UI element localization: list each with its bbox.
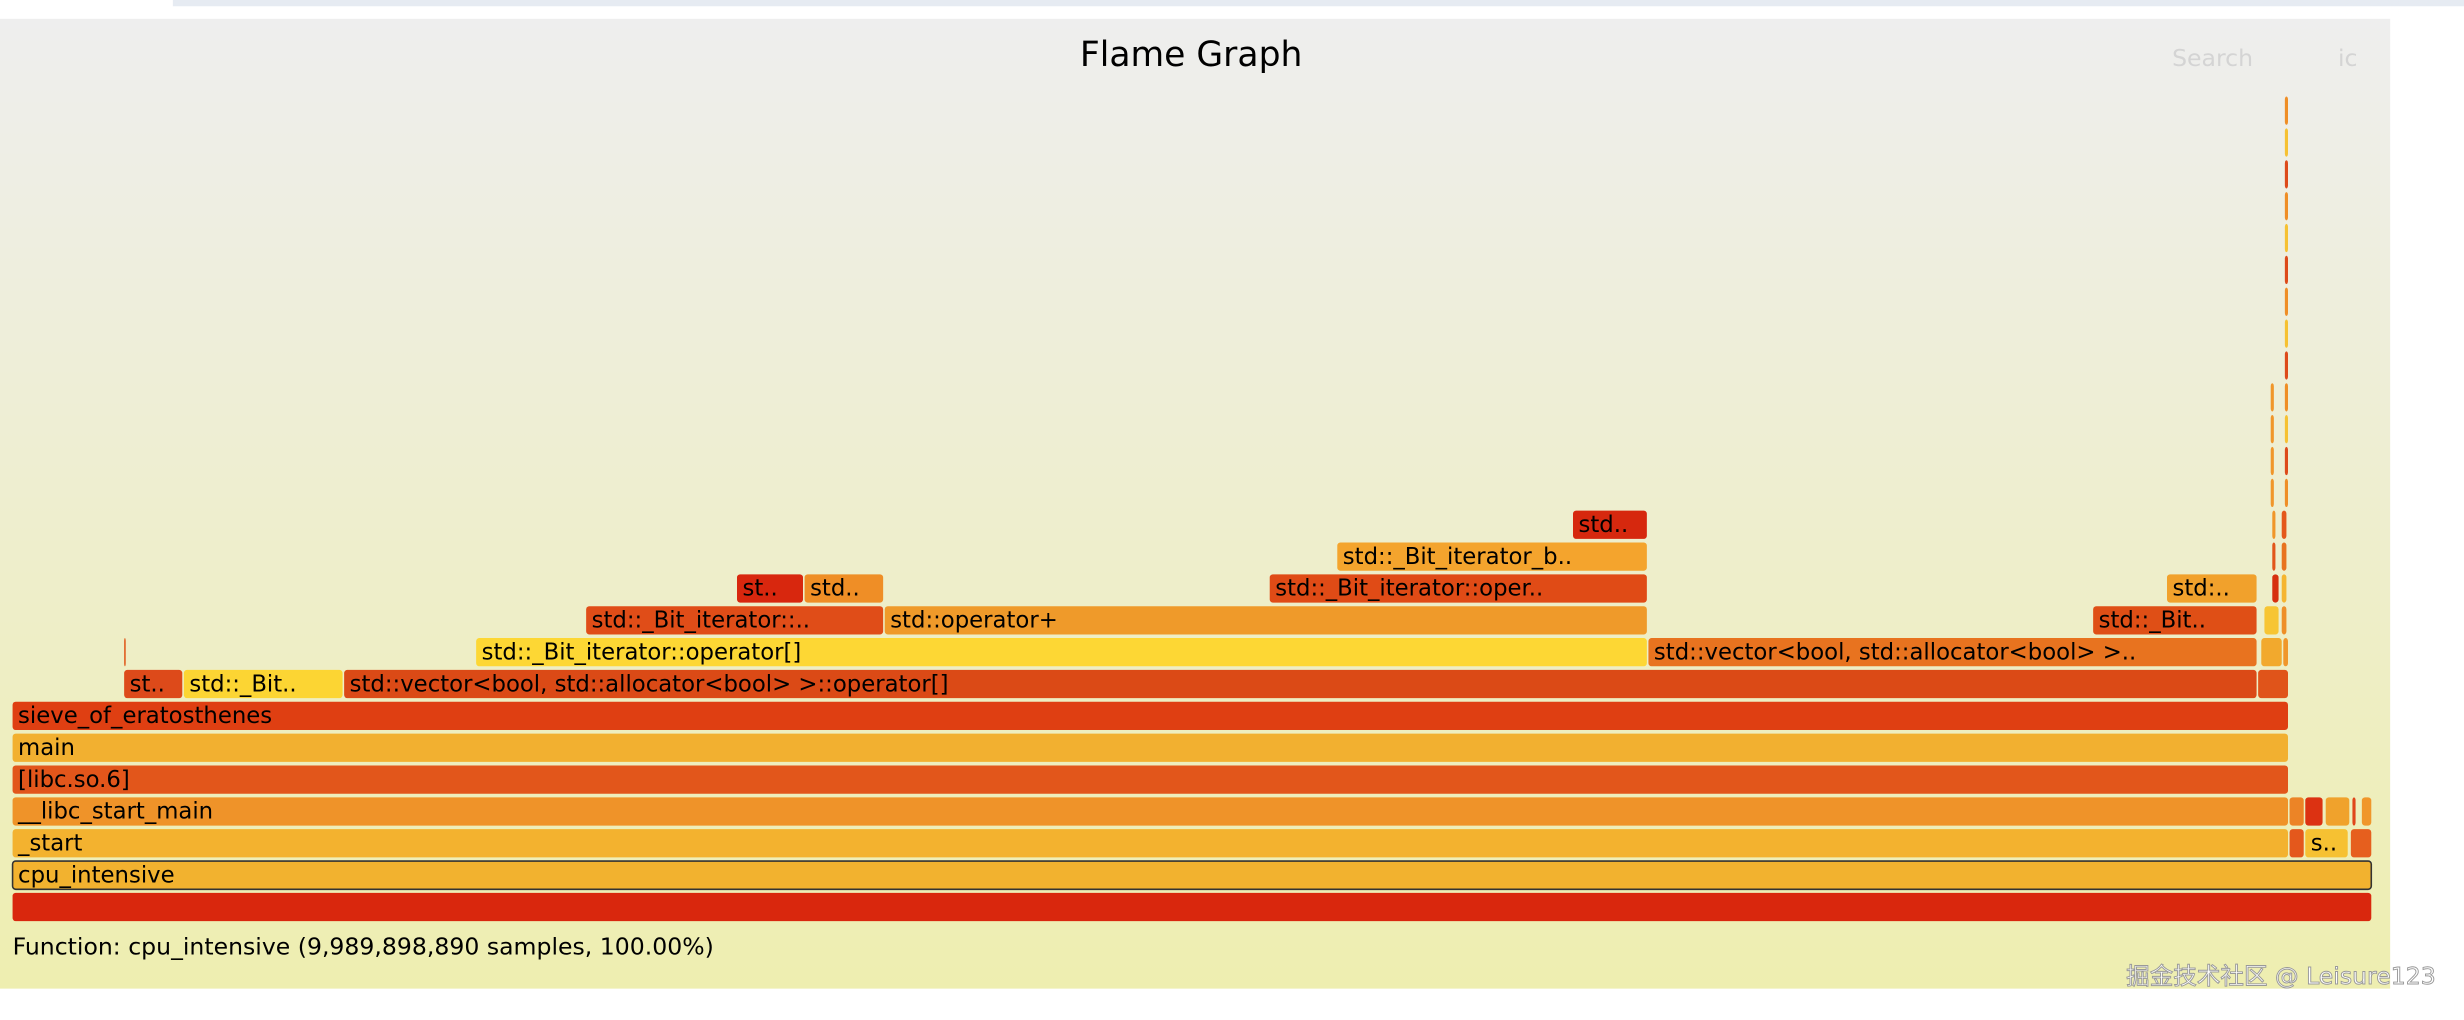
top-bar bbox=[172, 0, 2464, 7]
frame[interactable] bbox=[586, 606, 884, 635]
frame[interactable] bbox=[344, 669, 2257, 699]
frame-label: cpu_intensive bbox=[18, 862, 175, 888]
frame-label: [libc.so.6] bbox=[18, 767, 130, 793]
frame[interactable] bbox=[12, 701, 2288, 731]
frame-label: st.. bbox=[130, 671, 165, 697]
frame[interactable] bbox=[884, 606, 1647, 635]
frame[interactable] bbox=[2289, 829, 2304, 858]
frame[interactable] bbox=[737, 574, 803, 603]
frame[interactable] bbox=[2284, 319, 2288, 348]
frame[interactable] bbox=[2264, 606, 2279, 635]
frame[interactable] bbox=[2272, 542, 2276, 571]
frame-label: sieve_of_eratosthenes bbox=[18, 703, 272, 729]
search-button[interactable]: Search bbox=[2172, 44, 2253, 72]
frame-label: main bbox=[18, 735, 75, 761]
frame[interactable] bbox=[2281, 606, 2287, 635]
frame[interactable] bbox=[2270, 446, 2274, 476]
frame-label: std:.. bbox=[2173, 576, 2230, 602]
frame[interactable] bbox=[1337, 542, 1647, 571]
ignore-case-button[interactable]: ic bbox=[2338, 44, 2358, 72]
frame[interactable] bbox=[2270, 478, 2274, 508]
frame[interactable] bbox=[1269, 574, 1647, 603]
frame-label: st.. bbox=[743, 576, 778, 602]
frame[interactable] bbox=[2284, 383, 2288, 412]
frame[interactable] bbox=[124, 669, 183, 699]
frame-label: std::vector<bool, std::allocator<bool> >… bbox=[350, 671, 949, 697]
frame[interactable] bbox=[12, 829, 2288, 858]
frame[interactable] bbox=[2289, 797, 2304, 826]
frame-label: std::_Bit_iterator_b.. bbox=[1343, 544, 1572, 570]
frame[interactable] bbox=[2325, 797, 2350, 826]
graph-bg bbox=[0, 18, 2391, 989]
frame[interactable] bbox=[2281, 574, 2287, 603]
frame-label: std::_Bit_iterator::oper.. bbox=[1275, 576, 1543, 602]
frame[interactable] bbox=[2305, 829, 2348, 858]
frame[interactable] bbox=[2284, 255, 2288, 285]
frame[interactable] bbox=[2352, 797, 2356, 826]
frame[interactable] bbox=[2350, 829, 2372, 858]
frame[interactable] bbox=[12, 797, 2288, 826]
frame[interactable] bbox=[2284, 223, 2288, 253]
frame-label: std::vector<bool, std::allocator<bool> >… bbox=[1654, 639, 2136, 665]
frame[interactable] bbox=[2270, 383, 2274, 412]
frame[interactable] bbox=[2284, 415, 2288, 444]
frame[interactable] bbox=[2284, 160, 2288, 189]
frame[interactable] bbox=[2284, 96, 2288, 125]
frame[interactable] bbox=[2284, 287, 2288, 316]
frame[interactable] bbox=[2284, 192, 2288, 221]
frame[interactable] bbox=[12, 765, 2288, 794]
frame[interactable] bbox=[2272, 574, 2279, 603]
frame[interactable] bbox=[2281, 542, 2287, 571]
frame[interactable] bbox=[11, 860, 2373, 891]
frame[interactable] bbox=[2283, 638, 2288, 667]
frame[interactable] bbox=[804, 574, 884, 603]
frame-label: std::_Bit_iterator::.. bbox=[592, 608, 810, 634]
frame-label: _start bbox=[17, 831, 82, 857]
frame[interactable] bbox=[2258, 669, 2288, 699]
frame[interactable] bbox=[1648, 638, 2257, 667]
frame[interactable] bbox=[2284, 128, 2288, 157]
frame[interactable] bbox=[2284, 446, 2288, 476]
frame[interactable] bbox=[124, 638, 126, 667]
frame[interactable] bbox=[2270, 415, 2274, 444]
frame[interactable] bbox=[12, 892, 2372, 922]
title: Flame Graph bbox=[1080, 35, 1303, 75]
frame-label: __libc_start_main bbox=[17, 799, 213, 825]
frame[interactable] bbox=[1573, 510, 1647, 539]
frame[interactable] bbox=[2281, 510, 2287, 539]
frame[interactable] bbox=[2361, 797, 2372, 826]
frames: cpu_intensive _start s.. __libc_start_main [… bbox=[11, 96, 2373, 922]
frame-label: s.. bbox=[2311, 831, 2337, 857]
frame-label: std.. bbox=[810, 576, 860, 602]
frame[interactable] bbox=[476, 638, 1647, 667]
frame[interactable] bbox=[2261, 638, 2282, 667]
frame-label: std::operator+ bbox=[890, 608, 1058, 634]
frame[interactable] bbox=[12, 733, 2288, 762]
frame-label: std.. bbox=[1579, 512, 1629, 538]
watermark: 掘金技术社区 @ Leisure123 bbox=[2126, 962, 2436, 990]
frame-label: std::_Bit.. bbox=[2099, 608, 2206, 634]
frame[interactable] bbox=[2284, 478, 2288, 508]
frame[interactable] bbox=[2272, 510, 2276, 539]
frame[interactable] bbox=[2284, 351, 2288, 380]
frame[interactable] bbox=[2093, 606, 2257, 635]
frame[interactable] bbox=[2305, 797, 2323, 826]
frame-label: std::_Bit.. bbox=[189, 671, 296, 697]
frame[interactable] bbox=[183, 669, 343, 699]
frame-label: std::_Bit_iterator::operator[] bbox=[482, 639, 802, 665]
status-text: Function: cpu_intensive (9,989,898,890 s… bbox=[13, 932, 714, 960]
frame[interactable] bbox=[2167, 574, 2257, 603]
